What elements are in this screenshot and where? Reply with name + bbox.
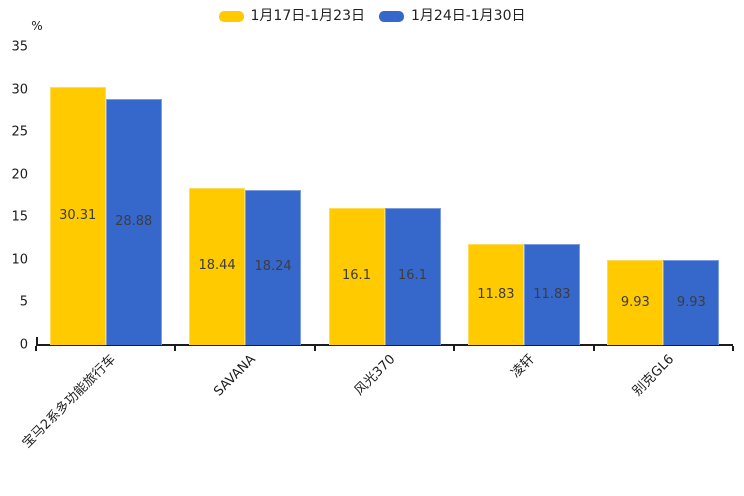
- chart-legend: 1月17日-1月23日 1月24日-1月30日: [0, 7, 744, 25]
- y-axis-tick-label: 35: [11, 39, 28, 55]
- x-axis-tick: [732, 346, 734, 351]
- legend-swatch-series-1-icon: [218, 10, 244, 22]
- bar-value-label: 11.83: [477, 286, 515, 302]
- bar-series-2: [105, 99, 162, 345]
- x-axis-category-label: 凌轩: [508, 352, 538, 382]
- y-axis-stub: [36, 337, 38, 344]
- bar-value-label: 18.44: [198, 258, 236, 274]
- bar-value-label: 18.24: [254, 259, 292, 275]
- y-axis-tick-label: 15: [11, 209, 28, 225]
- bar-series-1: [189, 187, 246, 345]
- y-axis-tick-label: 25: [11, 124, 28, 140]
- legend-item-series-1: 1月17日-1月23日: [218, 7, 366, 25]
- bar-value-label: 9.93: [676, 294, 706, 310]
- bar-value-label: 28.88: [115, 214, 153, 230]
- legend-item-series-2: 1月24日-1月30日: [379, 7, 526, 25]
- x-axis-tick: [313, 346, 316, 351]
- x-axis-category-label: 宝马2系多功能旅行车: [20, 352, 120, 452]
- y-axis-tick-label: 5: [19, 294, 28, 310]
- bar-series-2: [523, 244, 580, 345]
- x-axis-tick: [35, 346, 37, 351]
- x-axis-category-label: SAVANA: [211, 352, 259, 400]
- bar-series-1: [328, 207, 385, 345]
- y-axis-tick-label: 10: [11, 252, 28, 268]
- bar-series-2: [384, 207, 441, 345]
- bar-series-1: [467, 244, 524, 345]
- y-axis-tick-label: 0: [19, 337, 28, 353]
- x-axis-category-label: 别克GL6: [629, 352, 677, 400]
- legend-label-series-2: 1月24日-1月30日: [411, 8, 526, 24]
- x-axis-tick: [592, 346, 595, 351]
- y-axis-tick-label: 20: [11, 167, 28, 183]
- bar-value-label: 9.93: [620, 294, 650, 310]
- x-axis-category-label: 风光370: [351, 352, 399, 399]
- y-axis-tick-label: 30: [11, 82, 28, 98]
- bar-series-2: [663, 260, 720, 345]
- bar-value-label: 11.83: [533, 286, 571, 302]
- x-axis-tick: [453, 346, 456, 351]
- bar-series-1: [49, 86, 106, 345]
- x-axis-tick: [174, 346, 177, 351]
- legend-label-series-1: 1月17日-1月23日: [250, 8, 366, 24]
- legend-swatch-series-2-icon: [379, 10, 404, 22]
- y-axis-unit-label: %: [31, 19, 43, 33]
- bar-value-label: 16.1: [342, 268, 371, 284]
- bar-value-label: 16.1: [398, 268, 427, 284]
- bar-series-2: [245, 189, 302, 345]
- x-axis-line: [36, 344, 733, 346]
- bar-series-1: [607, 260, 664, 345]
- bar-value-label: 30.31: [59, 207, 97, 223]
